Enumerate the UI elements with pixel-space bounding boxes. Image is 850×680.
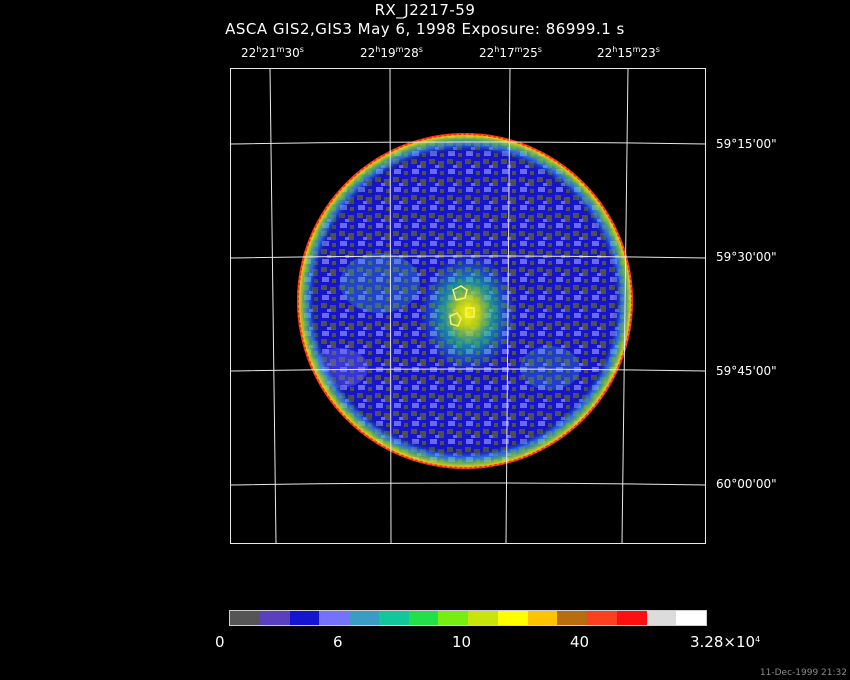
colorbar-swatch — [349, 611, 379, 625]
colorbar-swatch — [319, 611, 349, 625]
plot-frame — [230, 68, 706, 544]
colorbar-swatch — [289, 611, 320, 625]
xray-image-panel — [230, 68, 706, 544]
colorbar-swatch — [527, 611, 558, 625]
ra-tick-label: 22h17m25s — [479, 45, 542, 60]
colorbar-swatch — [676, 611, 706, 625]
xray-disk — [297, 133, 633, 469]
colorbar-label: 0 — [215, 633, 225, 651]
dec-tick-label: 59°30'00" — [716, 250, 777, 264]
colorbar-swatch — [378, 611, 409, 625]
colorbar-swatch — [408, 611, 439, 625]
observation-subtitle: ASCA GIS2,GIS3 May 6, 1998 Exposure: 869… — [225, 20, 625, 38]
colorbar-swatch — [557, 611, 587, 625]
coordinate-grid — [230, 68, 706, 544]
colorbar-swatch — [587, 611, 617, 625]
colorbar-swatch — [468, 611, 498, 625]
dec-tick-label: 59°45'00" — [716, 364, 777, 378]
timestamp: 11-Dec-1999 21:32 — [759, 668, 847, 678]
colorbar-swatch — [497, 611, 528, 625]
bright-source-contours — [449, 285, 475, 327]
dec-tick-label: 59°15'00" — [716, 137, 777, 151]
colorbar-swatch — [646, 611, 677, 625]
ra-tick-label: 22h15m23s — [597, 45, 660, 60]
image-title: RX_J2217-59 — [374, 1, 476, 19]
colorbar-swatch — [616, 611, 647, 625]
colorbar-label: 10 — [452, 633, 472, 651]
colorbar-max-label: 3.28×104 — [690, 633, 761, 651]
dec-tick-label: 60°00'00" — [716, 477, 777, 491]
colorbar-swatch — [438, 611, 468, 625]
colorbar-label: 6 — [333, 633, 343, 651]
ra-tick-label: 22h21m30s — [241, 45, 304, 60]
colorbar-label: 40 — [570, 633, 590, 651]
colorbar — [229, 610, 707, 626]
ra-tick-label: 22h19m28s — [360, 45, 423, 60]
colorbar-swatch — [230, 611, 260, 625]
colorbar-swatch — [259, 611, 290, 625]
